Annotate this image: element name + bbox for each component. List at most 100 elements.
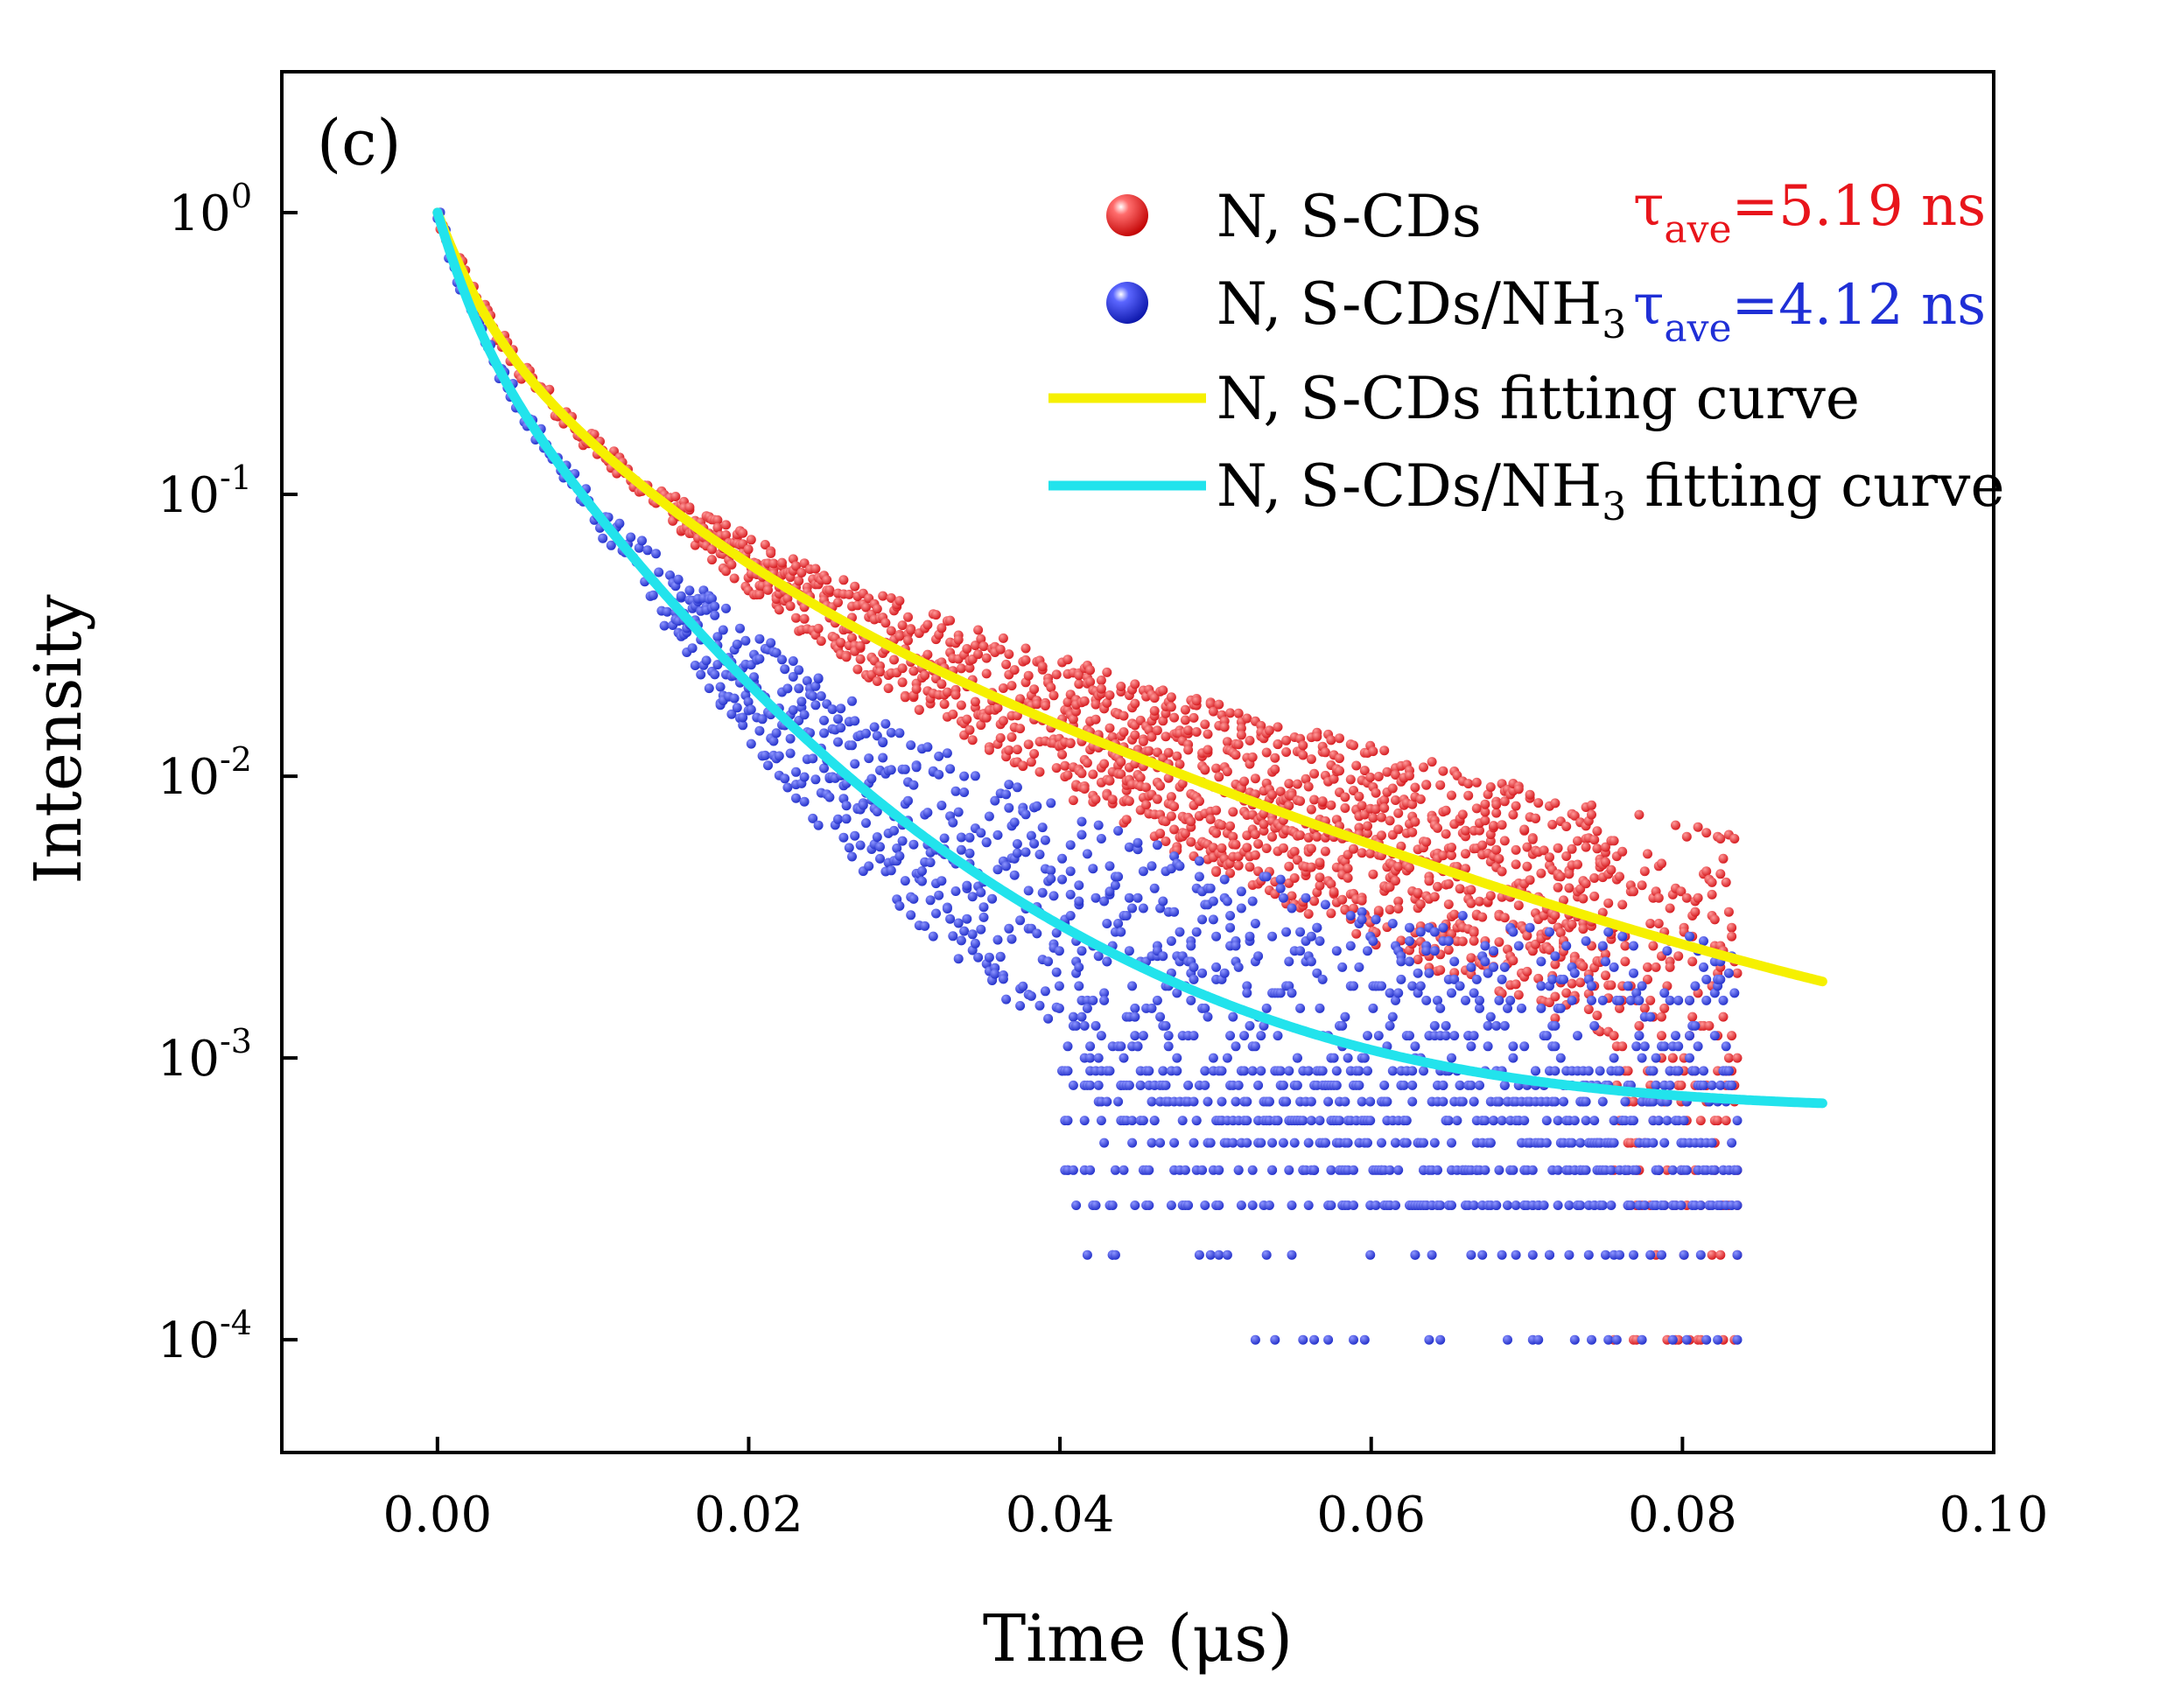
- data-point: [1511, 844, 1521, 855]
- data-point: [1405, 956, 1414, 967]
- data-point: [1499, 1080, 1510, 1090]
- data-point: [1349, 740, 1358, 751]
- data-point: [1391, 1200, 1400, 1210]
- data-point: [1236, 723, 1246, 733]
- data-point: [1693, 1041, 1703, 1052]
- data-point: [1295, 1003, 1306, 1013]
- y-tick-label: 100: [169, 177, 252, 242]
- data-point: [1124, 946, 1134, 956]
- data-point: [1718, 995, 1729, 1005]
- data-point: [984, 745, 994, 755]
- data-point: [1569, 810, 1580, 821]
- data-point: [1233, 1165, 1244, 1175]
- data-point: [878, 737, 888, 747]
- data-point: [922, 742, 933, 752]
- data-point: [1278, 892, 1288, 903]
- data-point: [869, 722, 880, 732]
- data-point: [1138, 903, 1148, 914]
- data-point: [1475, 1080, 1484, 1090]
- data-point: [1166, 811, 1176, 822]
- data-point: [763, 584, 773, 595]
- data-point: [1155, 1138, 1166, 1148]
- data-point: [1214, 1200, 1224, 1210]
- data-point: [1012, 839, 1022, 849]
- data-point: [1009, 870, 1020, 880]
- data-point: [1443, 936, 1454, 946]
- data-point: [1312, 732, 1322, 742]
- data-point: [992, 934, 1003, 945]
- data-point: [1651, 1053, 1661, 1063]
- data-point: [962, 880, 972, 891]
- data-point: [810, 774, 821, 785]
- data-point: [1323, 1096, 1334, 1107]
- data-point: [911, 684, 922, 694]
- data-point: [1424, 1334, 1434, 1345]
- data-point: [1200, 719, 1210, 730]
- data-point: [768, 736, 779, 746]
- data-point: [1006, 934, 1017, 944]
- data-point: [1090, 714, 1101, 724]
- data-point: [992, 703, 1003, 713]
- x-axis-label: Time (μs): [983, 1601, 1293, 1676]
- data-point: [1214, 1165, 1224, 1175]
- data-point: [1124, 842, 1134, 852]
- data-point: [1634, 809, 1645, 820]
- data-point: [1623, 981, 1633, 991]
- data-point: [1382, 766, 1392, 777]
- data-point: [1329, 774, 1339, 784]
- data-point: [1693, 822, 1703, 832]
- tau-n-s-cds-nh3: τave=4.12 ns: [1633, 273, 1986, 351]
- data-point: [900, 876, 910, 886]
- data-point: [1407, 827, 1418, 837]
- data-point: [1373, 1031, 1384, 1041]
- data-point: [1331, 1080, 1342, 1090]
- data-point: [1573, 859, 1582, 870]
- data-point: [1525, 922, 1535, 933]
- data-point: [1231, 1096, 1241, 1107]
- data-point: [1435, 1334, 1446, 1345]
- data-point: [1006, 681, 1017, 691]
- data-point: [1441, 805, 1451, 816]
- data-point: [1377, 1138, 1386, 1148]
- data-point: [1665, 1080, 1675, 1090]
- data-point: [1205, 883, 1216, 893]
- data-point: [922, 808, 933, 818]
- data-point: [777, 654, 787, 665]
- data-point: [1421, 995, 1432, 1005]
- data-point: [1267, 1138, 1278, 1148]
- data-point: [1191, 927, 1202, 937]
- data-point: [1326, 1165, 1336, 1175]
- data-point: [1469, 1096, 1479, 1107]
- data-point: [841, 652, 852, 662]
- data-point: [1419, 1066, 1428, 1076]
- data-point: [1236, 886, 1246, 897]
- data-point: [1163, 773, 1174, 783]
- data-point: [1368, 936, 1378, 946]
- data-point: [1119, 1053, 1129, 1063]
- data-point: [782, 782, 793, 793]
- data-point: [1637, 880, 1647, 891]
- data-point: [959, 926, 970, 936]
- data-point: [1525, 789, 1535, 800]
- data-point: [872, 832, 882, 843]
- data-point: [1054, 1003, 1064, 1013]
- data-point: [1082, 849, 1092, 859]
- data-point: [1461, 995, 1470, 1005]
- data-point: [1609, 1031, 1619, 1041]
- data-point: [1533, 973, 1544, 984]
- data-point: [1214, 1250, 1224, 1260]
- data-point: [1541, 1031, 1552, 1041]
- data-point: [1124, 796, 1134, 807]
- data-point: [1583, 1066, 1594, 1076]
- data-point: [1127, 1116, 1138, 1126]
- data-point: [833, 814, 843, 824]
- data-point: [1483, 1020, 1493, 1031]
- data-point: [1127, 903, 1138, 914]
- data-point: [1475, 896, 1484, 906]
- data-point: [1387, 783, 1398, 794]
- data-point: [1130, 1031, 1140, 1041]
- data-point: [1685, 995, 1694, 1005]
- data-point: [1503, 1200, 1512, 1210]
- data-point: [1625, 995, 1636, 1005]
- data-point: [1354, 1066, 1364, 1076]
